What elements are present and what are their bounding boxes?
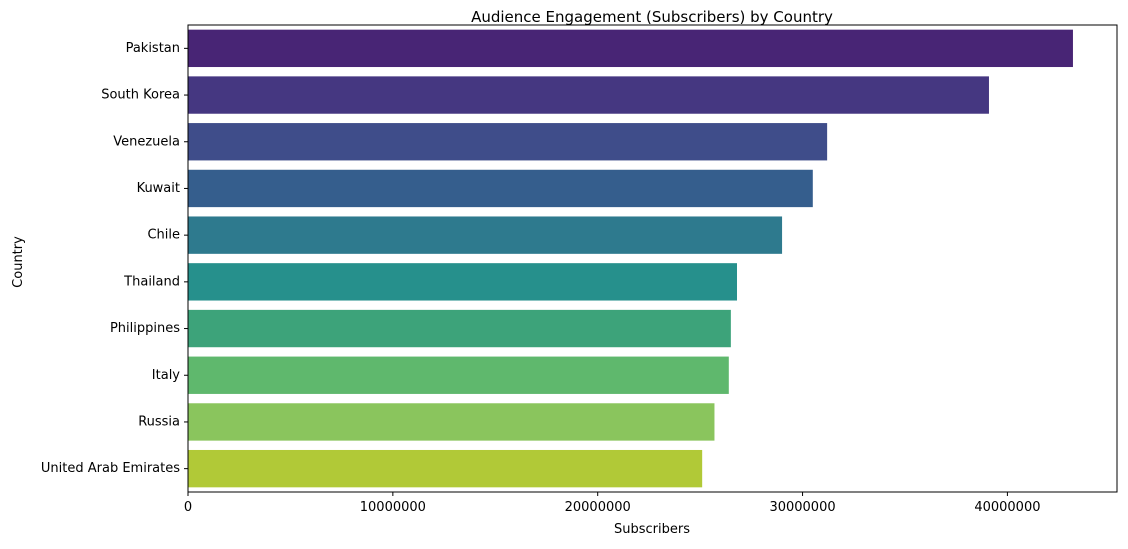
y-tick-label: South Korea bbox=[101, 88, 180, 103]
bar bbox=[188, 76, 989, 114]
x-axis-title: Subscribers bbox=[614, 522, 690, 537]
y-tick-label: Thailand bbox=[123, 274, 180, 289]
bar bbox=[188, 123, 828, 161]
y-tick-label: Chile bbox=[147, 228, 180, 243]
bar bbox=[188, 356, 729, 394]
y-tick-label: Pakistan bbox=[126, 41, 180, 56]
bar bbox=[188, 263, 738, 301]
bar bbox=[188, 309, 731, 348]
y-tick-label: United Arab Emirates bbox=[41, 461, 180, 476]
bars-layer bbox=[188, 29, 1073, 488]
y-tick-label: Kuwait bbox=[137, 181, 180, 196]
bar bbox=[188, 29, 1073, 68]
y-tick-label: Venezuela bbox=[113, 134, 180, 149]
y-tick-label: Russia bbox=[138, 414, 180, 429]
x-tick-label: 40000000 bbox=[974, 500, 1040, 515]
plot-frame bbox=[187, 24, 1118, 493]
bar bbox=[188, 403, 715, 441]
x-tick-label: 30000000 bbox=[769, 500, 835, 515]
x-tick-label: 10000000 bbox=[360, 500, 426, 515]
chart-title: Audience Engagement (Subscribers) by Cou… bbox=[471, 8, 833, 26]
bar bbox=[188, 169, 813, 208]
x-tick-label: 0 bbox=[184, 500, 192, 515]
y-tick-label: Italy bbox=[152, 368, 181, 383]
y-axis-title: Country bbox=[11, 236, 26, 288]
bar bbox=[188, 216, 783, 254]
y-axis-ticks: Pakistan South Korea Venezuela Kuwait Chile T… bbox=[41, 41, 188, 476]
x-axis-ticks: 0 10000000 20000000 30000000 40000000 bbox=[184, 492, 1040, 515]
x-tick-label: 20000000 bbox=[565, 500, 631, 515]
bar bbox=[188, 449, 703, 488]
y-tick-label: Philippines bbox=[110, 321, 180, 336]
